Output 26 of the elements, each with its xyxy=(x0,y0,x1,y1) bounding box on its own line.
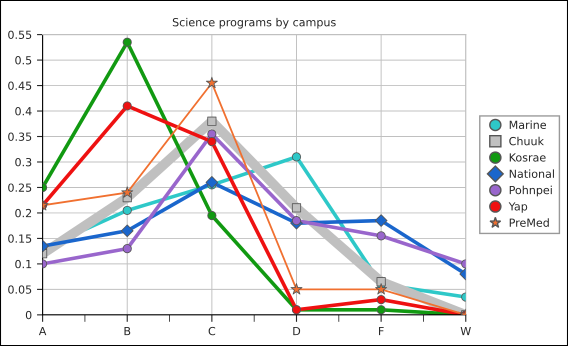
y-tick-label: 0.25 xyxy=(8,183,32,192)
y-tick-label: 0.2 xyxy=(15,208,32,218)
y-tick-label: 0.35 xyxy=(8,132,32,141)
legend-label: Yap xyxy=(508,202,528,213)
x-tick-label: F xyxy=(379,327,384,336)
legend-label: Kosrae xyxy=(510,153,546,162)
x-tick-label: A xyxy=(38,327,46,336)
y-tick-label: 0 xyxy=(26,310,32,320)
y-tick-label: 0.1 xyxy=(15,260,32,268)
legend-label: National xyxy=(510,169,554,178)
x-tick-label: B xyxy=(124,327,130,336)
chart-title: Science programs by campus xyxy=(172,18,336,29)
legend-label: PreMed xyxy=(510,218,549,227)
legend-label: Chuuk xyxy=(509,136,544,146)
y-tick-label: 0.5 xyxy=(15,56,32,64)
y-tick-label: 0.3 xyxy=(15,158,32,166)
x-tick-label: D xyxy=(293,327,300,336)
y-tick-label: 0.4 xyxy=(15,107,32,116)
x-tick-label: C xyxy=(208,326,216,336)
legend-label: Pohnpei xyxy=(510,186,552,196)
y-tick-label: 0.55 xyxy=(8,30,32,39)
legend-label: Marine xyxy=(510,120,546,130)
y-tick-label: 0.15 xyxy=(8,234,32,243)
x-tick-label: W xyxy=(460,327,471,336)
y-tick-label: 0.05 xyxy=(8,285,32,294)
y-tick-label: 0.45 xyxy=(8,82,32,90)
